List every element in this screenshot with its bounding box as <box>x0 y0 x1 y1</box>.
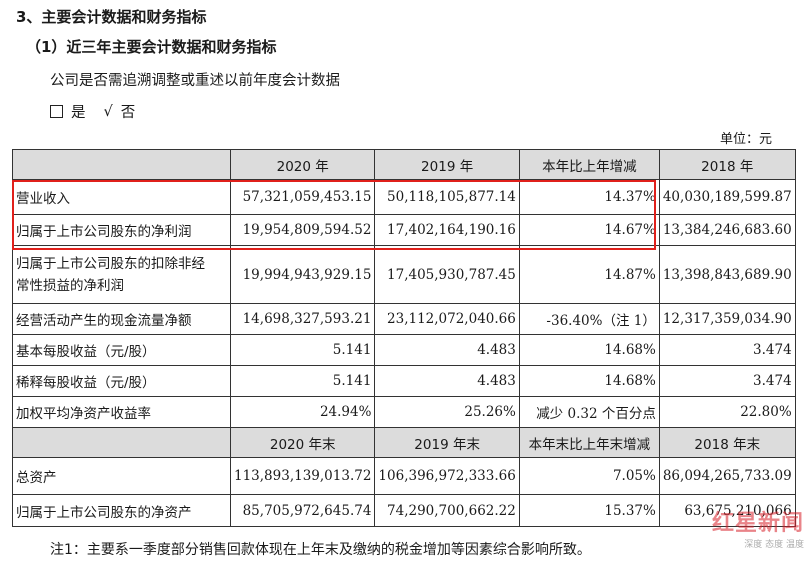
cell-2019: 74,290,700,662.22 <box>374 494 520 527</box>
row-label: 总资产 <box>12 457 231 495</box>
cell-2018: 40,030,189,599.87 <box>658 179 796 215</box>
unit-label: 单位：元 <box>719 132 772 147</box>
table-row: 归属于上市公司股东的扣除非经 常性损益的净利润 19,994,943,929.1… <box>12 245 796 304</box>
cell-change: 14.68% <box>518 365 660 397</box>
header-2019-end: 2019 年末 <box>374 427 520 458</box>
cell-2020: 14,698,327,593.21 <box>229 303 376 335</box>
cell-2020: 24.94% <box>229 396 376 428</box>
cell-2019: 23,112,072,040.66 <box>374 303 520 335</box>
cell-2020: 5.141 <box>229 334 376 366</box>
cell-2018: 63,675,210,066 <box>658 494 796 527</box>
table-row: 加权平均净资产收益率 24.94% 25.26% 减少 0.32 个百分点 22… <box>12 396 796 428</box>
restatement-question: 公司是否需追溯调整或重述以前年度会计数据 <box>50 73 340 89</box>
row-label: 基本每股收益（元/股） <box>12 334 231 366</box>
table-header-row: 2020 年末 2019 年末 本年末比上年末增减 2018 年末 <box>12 427 796 458</box>
cell-2020: 85,705,972,645.74 <box>229 494 376 527</box>
cell-2020: 57,321,059,453.15 <box>229 179 376 215</box>
watermark-logo: 红星新闻 <box>711 511 804 536</box>
header-2020: 2020 年 <box>229 149 376 180</box>
cell-2018: 3.474 <box>658 365 796 397</box>
cell-change: 14.67% <box>518 214 660 246</box>
cell-change: 减少 0.32 个百分点 <box>518 396 660 428</box>
row-label-line2: 常性损益的净利润 <box>16 277 124 294</box>
row-label: 归属于上市公司股东的净利润 <box>12 214 231 246</box>
header-2019: 2019 年 <box>374 149 520 180</box>
yes-checkbox <box>50 105 63 118</box>
table-row: 总资产 113,893,139,013.72 106,396,972,333.6… <box>12 457 796 495</box>
financial-data-table: 2020 年 2019 年 本年比上年增减 2018 年 营业收入 57,321… <box>12 149 796 527</box>
cell-2020: 113,893,139,013.72 <box>229 457 376 495</box>
cell-change: 14.37% <box>518 179 660 215</box>
cell-2019: 4.483 <box>374 365 520 397</box>
table-row: 稀释每股收益（元/股） 5.141 4.483 14.68% 3.474 <box>12 365 796 397</box>
cell-change: 14.68% <box>518 334 660 366</box>
cell-2018: 86,094,265,733.09 <box>658 457 796 495</box>
cell-2018: 3.474 <box>658 334 796 366</box>
cell-2020: 19,994,943,929.15 <box>229 245 376 304</box>
cell-2019: 106,396,972,333.66 <box>374 457 520 495</box>
cell-2019: 4.483 <box>374 334 520 366</box>
table-row: 归属于上市公司股东的净资产 85,705,972,645.74 74,290,7… <box>12 494 796 527</box>
row-label: 归属于上市公司股东的净资产 <box>12 494 231 527</box>
yes-label: 是 <box>71 105 86 121</box>
cell-2018: 12,317,359,034.90 <box>658 303 796 335</box>
row-label: 营业收入 <box>12 179 231 215</box>
header-change-end: 本年末比上年末增减 <box>518 427 660 458</box>
header-2018-end: 2018 年末 <box>658 427 796 458</box>
header-2020-end: 2020 年末 <box>229 427 376 458</box>
cell-change: 14.87% <box>518 245 660 304</box>
cell-2018: 13,384,246,683.60 <box>658 214 796 246</box>
cell-2019: 17,402,164,190.16 <box>374 214 520 246</box>
header-blank-cell <box>12 149 231 180</box>
cell-2019: 17,405,930,787.45 <box>374 245 520 304</box>
watermark-slogan: 深度 态度 温度 <box>744 540 804 550</box>
table-header-row: 2020 年 2019 年 本年比上年增减 2018 年 <box>12 149 796 180</box>
cell-change: 7.05% <box>518 457 660 495</box>
no-label: 否 <box>120 105 136 121</box>
header-2018: 2018 年 <box>658 149 796 180</box>
table-row: 归属于上市公司股东的净利润 19,954,809,594.52 17,402,1… <box>12 214 796 246</box>
header-blank-cell <box>12 427 231 458</box>
table-row: 基本每股收益（元/股） 5.141 4.483 14.68% 3.474 <box>12 334 796 366</box>
cell-2018: 13,398,843,689.90 <box>658 245 796 304</box>
cell-2019: 50,118,105,877.14 <box>374 179 520 215</box>
row-label: 经营活动产生的现金流量净额 <box>12 303 231 335</box>
row-label: 归属于上市公司股东的扣除非经 常性损益的净利润 <box>12 245 231 304</box>
cell-change: -36.40%（注 1） <box>518 303 660 335</box>
restatement-answer: 是 √ 否 <box>50 101 135 122</box>
cell-2020: 5.141 <box>229 365 376 397</box>
watermark: 红星新闻 深度 态度 温度 <box>712 505 804 550</box>
row-label: 稀释每股收益（元/股） <box>12 365 231 397</box>
row-label: 加权平均净资产收益率 <box>12 396 231 428</box>
cell-2020: 19,954,809,594.52 <box>229 214 376 246</box>
footnote: 注1：主要系一季度部分销售回款体现在上年末及缴纳的税金增加等因素综合影响所致。 <box>50 542 591 558</box>
subsection-title: （1）近三年主要会计数据和财务指标 <box>26 38 277 56</box>
cell-change: 15.37% <box>518 494 660 527</box>
table-row: 经营活动产生的现金流量净额 14,698,327,593.21 23,112,0… <box>12 303 796 335</box>
cell-2019: 25.26% <box>374 396 520 428</box>
header-change: 本年比上年增减 <box>518 149 660 180</box>
row-label-line1: 归属于上市公司股东的扣除非经 <box>16 255 205 272</box>
check-mark-icon: √ <box>103 103 113 120</box>
cell-2018: 22.80% <box>658 396 796 428</box>
table-row: 营业收入 57,321,059,453.15 50,118,105,877.14… <box>12 179 796 215</box>
section-title: 3、主要会计数据和财务指标 <box>16 8 207 26</box>
